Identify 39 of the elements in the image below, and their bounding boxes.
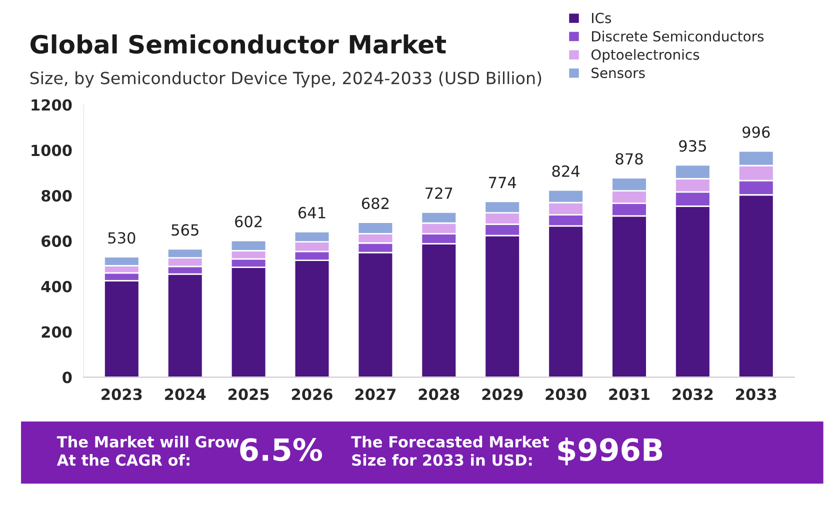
total-label: 935 — [679, 140, 706, 152]
x-tick-label: 2027 — [355, 388, 396, 400]
y-tick-label: 1200 — [32, 99, 72, 111]
total-label: 824 — [552, 165, 580, 177]
text: The Market will Grow At the CAGR of: — [56, 436, 239, 466]
total-label: 682 — [362, 198, 389, 210]
y-tick-label: 0 — [62, 372, 72, 384]
text: 6.5% — [240, 438, 322, 462]
x-tick-label: 2031 — [609, 388, 650, 400]
x-tick-label: 2029 — [482, 388, 523, 400]
text: The Forecasted Market Size for 2033 in USD: — [351, 436, 549, 466]
legend-label: Optoelectronics — [591, 49, 700, 63]
x-tick-label: 2032 — [672, 388, 713, 400]
x-tick-label: 2023 — [102, 388, 142, 400]
total-label: 530 — [108, 232, 136, 244]
total-label: 996 — [742, 126, 770, 138]
text: $996B — [558, 438, 662, 466]
x-tick-label: 2026 — [292, 388, 332, 400]
x-tick-label: 2024 — [165, 388, 206, 400]
legend-label: Discrete Semiconductors — [592, 30, 764, 42]
total-label: 774 — [489, 176, 516, 188]
x-tick-label: 2033 — [736, 388, 776, 400]
y-tick-label: 1000 — [32, 144, 72, 156]
chart-subtitle: Size, by Semiconductor Device Type, 2024-2033 (USD Billion) — [30, 71, 542, 88]
x-tick-label: 2028 — [418, 388, 460, 400]
legend-label: ICs — [592, 12, 612, 24]
y-tick-label: 400 — [41, 280, 72, 292]
total-label: 602 — [235, 216, 262, 228]
x-tick-label: 2025 — [228, 388, 269, 400]
legend-label: Sensors — [592, 68, 645, 78]
total-label: 878 — [616, 153, 643, 165]
y-tick-label: 200 — [42, 326, 72, 338]
chart-title: Global Semiconductor Market — [30, 34, 446, 54]
x-tick-label: 2030 — [546, 388, 586, 400]
total-label: 727 — [426, 187, 452, 199]
y-tick-label: 600 — [42, 235, 72, 247]
total-label: 565 — [172, 224, 198, 236]
total-label: 641 — [298, 206, 326, 218]
y-tick-label: 800 — [42, 190, 72, 202]
